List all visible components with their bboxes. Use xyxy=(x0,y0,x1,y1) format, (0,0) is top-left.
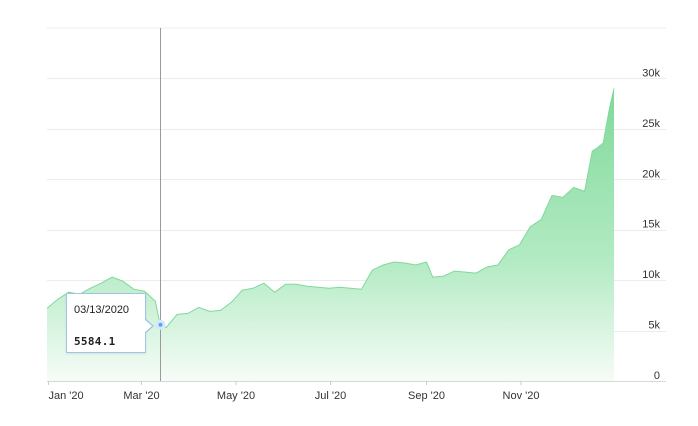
x-tick-label: Jan '20 xyxy=(49,390,84,402)
y-tick-label: 15k xyxy=(642,219,660,231)
data-point[interactable] xyxy=(561,195,565,199)
data-point[interactable] xyxy=(370,268,374,272)
data-point[interactable] xyxy=(612,87,616,91)
data-point[interactable] xyxy=(284,282,288,286)
y-tick-label: 0 xyxy=(654,370,660,382)
data-point[interactable] xyxy=(431,275,435,279)
data-point[interactable] xyxy=(56,297,60,301)
data-point[interactable] xyxy=(240,288,244,292)
tooltip-value: 5584.1 xyxy=(74,335,116,348)
data-point[interactable] xyxy=(403,261,407,265)
data-point[interactable] xyxy=(414,263,418,267)
x-tick-label: Jul '20 xyxy=(315,390,346,402)
data-point[interactable] xyxy=(607,107,611,111)
data-point[interactable] xyxy=(474,271,478,275)
data-point[interactable] xyxy=(88,286,92,290)
y-tick-label: 5k xyxy=(648,320,660,332)
data-point[interactable] xyxy=(572,185,576,189)
tooltip-arrow-inner xyxy=(144,319,152,333)
data-point[interactable] xyxy=(219,308,223,312)
x-tick-label: May '20 xyxy=(217,390,255,402)
data-point[interactable] xyxy=(590,149,594,153)
data-point[interactable] xyxy=(583,189,587,193)
data-point[interactable] xyxy=(452,269,456,273)
data-point[interactable] xyxy=(186,311,190,315)
data-point[interactable] xyxy=(316,285,320,289)
data-point[interactable] xyxy=(305,284,309,288)
data-point[interactable] xyxy=(601,141,605,145)
data-point[interactable] xyxy=(528,225,532,229)
data-point[interactable] xyxy=(121,279,125,283)
series-area xyxy=(47,88,614,381)
tooltip: 03/13/2020 5584.1 xyxy=(66,293,154,353)
series-layer xyxy=(45,87,616,381)
data-point[interactable] xyxy=(197,305,201,309)
data-point[interactable] xyxy=(110,275,114,279)
y-tick-label: 30k xyxy=(642,67,660,79)
data-point[interactable] xyxy=(349,286,353,290)
data-point[interactable] xyxy=(45,306,49,310)
data-point[interactable] xyxy=(518,243,522,247)
data-point[interactable] xyxy=(507,248,511,252)
tooltip-date: 03/13/2020 xyxy=(74,304,130,316)
data-point[interactable] xyxy=(251,286,255,290)
data-point[interactable] xyxy=(595,146,599,150)
x-tick-label: Sep '20 xyxy=(408,390,445,402)
data-point[interactable] xyxy=(327,286,331,290)
data-point[interactable] xyxy=(496,263,500,267)
series-line xyxy=(46,88,615,329)
data-point[interactable] xyxy=(392,260,396,264)
data-point[interactable] xyxy=(229,300,233,304)
data-point[interactable] xyxy=(208,309,212,313)
x-tick-label: Nov '20 xyxy=(503,390,540,402)
data-point[interactable] xyxy=(99,281,103,285)
hover-marker xyxy=(155,319,166,330)
data-point[interactable] xyxy=(485,265,489,269)
y-tick-label: 20k xyxy=(642,168,660,180)
data-point[interactable] xyxy=(539,218,543,222)
data-point[interactable] xyxy=(262,281,266,285)
data-point[interactable] xyxy=(153,299,157,303)
data-point[interactable] xyxy=(463,270,467,274)
y-tick-label: 25k xyxy=(642,118,660,130)
data-point[interactable] xyxy=(442,274,446,278)
data-point[interactable] xyxy=(425,260,429,264)
x-tick-label: Mar '20 xyxy=(123,390,159,402)
data-point[interactable] xyxy=(273,290,277,294)
y-axis: 0 5k 10k 15k 20k 25k 30k xyxy=(642,67,660,382)
y-tick-label: 10k xyxy=(642,269,660,281)
data-point[interactable] xyxy=(381,263,385,267)
data-point[interactable] xyxy=(360,287,364,291)
data-point[interactable] xyxy=(338,285,342,289)
data-point[interactable] xyxy=(294,282,298,286)
data-point[interactable] xyxy=(132,287,136,291)
data-point[interactable] xyxy=(175,312,179,316)
x-axis: Jan '20 Mar '20 May '20 Jul '20 Sep '20 Nov '… xyxy=(48,381,540,402)
data-point[interactable] xyxy=(550,193,554,197)
